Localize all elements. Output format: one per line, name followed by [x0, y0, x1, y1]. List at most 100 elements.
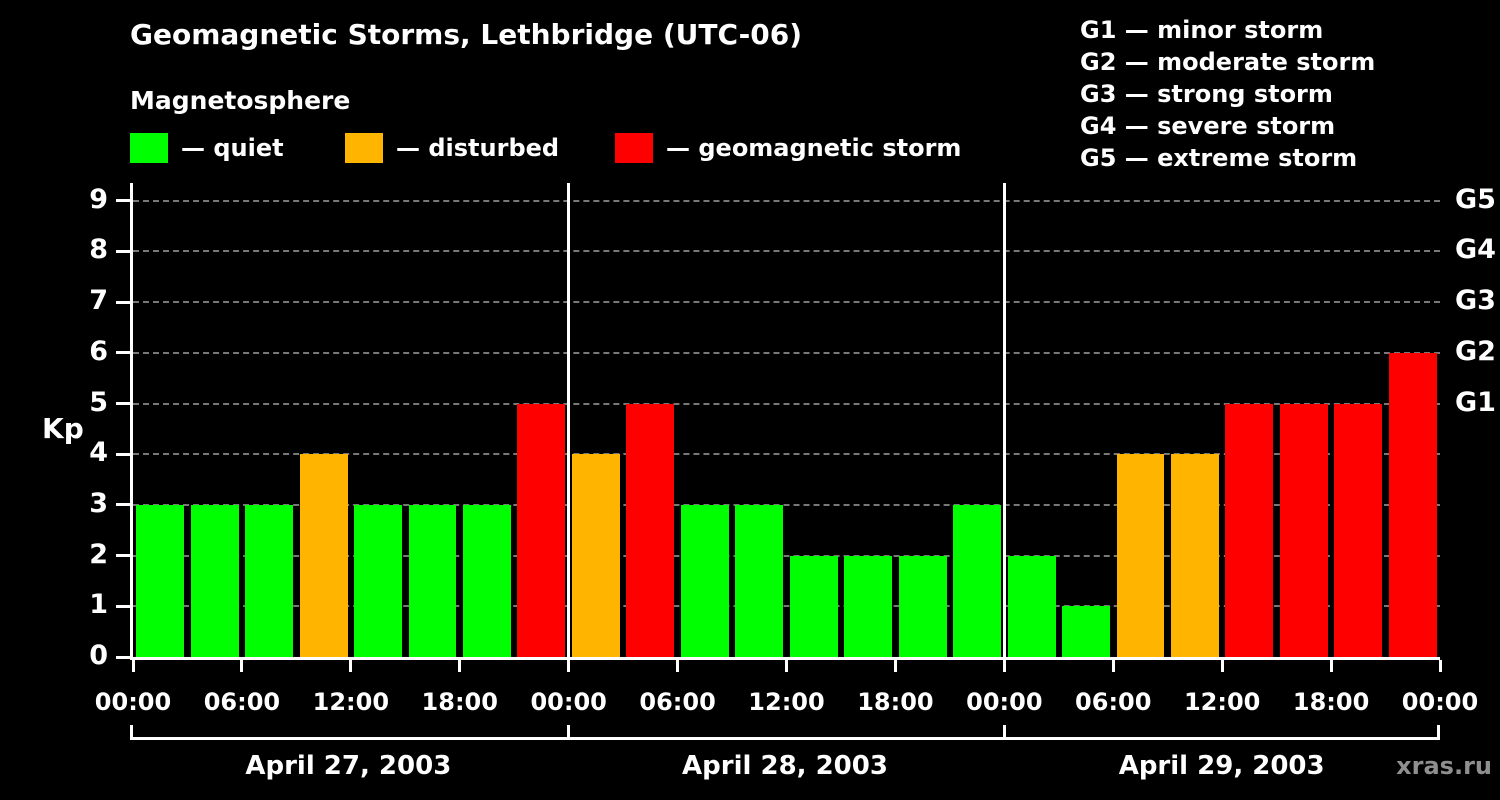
x-axis-tick	[240, 660, 244, 672]
x-axis-tick	[676, 660, 680, 672]
kp-bar	[626, 403, 675, 657]
storm-legend-label: — geomagnetic storm	[666, 134, 962, 162]
y-axis-tick-label: 5	[89, 386, 108, 418]
legend-item-quiet: — quiet	[130, 133, 284, 163]
x-axis-tick	[1002, 660, 1006, 672]
page-title: Geomagnetic Storms, Lethbridge (UTC-06)	[130, 18, 803, 51]
time-tick-label: 18:00	[1292, 688, 1370, 716]
y-axis-tick	[116, 402, 130, 406]
kp-bar	[245, 504, 294, 657]
date-label: April 29, 2003	[1118, 751, 1325, 781]
x-axis-tick	[1438, 660, 1442, 672]
date-label: April 28, 2003	[682, 751, 888, 781]
kp-bar	[354, 504, 403, 657]
time-tick-label: 06:00	[203, 688, 281, 716]
kp-gridline	[133, 503, 1440, 506]
kp-bar	[571, 454, 620, 657]
time-tick-label: 12:00	[748, 688, 825, 716]
kp-bar	[1388, 352, 1437, 657]
date-axis-tick	[1003, 725, 1007, 737]
y-axis-tick	[116, 604, 130, 608]
y-axis-tick	[116, 300, 130, 304]
kp-bar	[517, 403, 566, 657]
x-axis-tick	[1220, 660, 1224, 672]
x-axis-tick	[131, 660, 135, 672]
g-level-label: G5	[1455, 183, 1496, 215]
kp-bar	[1007, 555, 1056, 657]
disturbed-color-swatch	[345, 133, 383, 163]
g-level-label: G4	[1455, 234, 1496, 266]
g-level-label: G1	[1455, 386, 1496, 418]
time-tick-label: 06:00	[1075, 688, 1152, 716]
disturbed-legend-label: — disturbed	[396, 134, 560, 162]
g-level-label: G3	[1455, 285, 1496, 317]
time-tick-label: 12:00	[312, 688, 390, 716]
x-axis-tick	[785, 660, 788, 672]
y-axis-tick-label: 4	[89, 437, 108, 469]
day-separator	[567, 183, 571, 657]
date-label: April 27, 2003	[245, 751, 452, 781]
kp-bar	[1116, 454, 1165, 657]
time-tick-label: 18:00	[421, 688, 498, 716]
kp-bar	[136, 504, 185, 657]
y-axis-tick-label: 3	[89, 487, 108, 519]
kp-bar	[735, 504, 784, 657]
g1-scale-line: G1 — minor storm	[1080, 16, 1324, 44]
storm-color-swatch	[615, 133, 653, 163]
y-axis-tick	[116, 452, 130, 456]
y-axis-tick-label: 8	[89, 234, 108, 266]
date-axis-tick	[566, 725, 570, 737]
kp-gridline	[133, 605, 1440, 608]
kp-gridline	[133, 351, 1440, 354]
time-tick-label: 18:00	[857, 688, 934, 716]
time-tick-label: 12:00	[1183, 688, 1261, 716]
legend-item-disturbed: — disturbed	[345, 133, 559, 163]
kp-bar	[1334, 403, 1383, 657]
y-axis-tick-label: 7	[89, 285, 108, 317]
kp-bar	[190, 504, 239, 657]
y-axis-tick-label: 0	[89, 640, 108, 671]
y-axis-tick	[116, 199, 130, 203]
x-axis-tick	[458, 660, 462, 672]
kp-bar	[1279, 403, 1328, 657]
watermark: xras.ru	[1396, 752, 1492, 780]
g3-scale-line: G3 — strong storm	[1080, 80, 1333, 108]
magnetosphere-label: Magnetosphere	[130, 86, 351, 115]
time-axis: 00:00 06:00 12:00 18:00 00:00 06:00 12:00 18:00…	[95, 688, 1478, 720]
y-axis-tick	[116, 351, 130, 355]
kp-bar	[844, 555, 893, 657]
time-tick-label: 00:00	[94, 688, 172, 716]
y-axis-tick	[116, 249, 130, 253]
g5-scale-line: G5 — extreme storm	[1080, 144, 1358, 172]
date-axis: April 27, 2003 April 28, 2003 April 29, 20…	[130, 725, 1440, 797]
time-tick-label: 00:00	[1401, 688, 1479, 716]
x-axis-tick	[1329, 660, 1333, 672]
kp-bar	[408, 504, 457, 657]
x-axis-tick	[893, 660, 897, 672]
y-axis-tick-label: 1	[89, 589, 108, 621]
kp-bar	[898, 555, 947, 657]
g-level-label: G2	[1455, 335, 1496, 367]
kp-gridline	[133, 250, 1440, 253]
kp-bar	[1062, 606, 1110, 657]
y-axis-tick-label: 9	[89, 183, 108, 215]
x-axis-tick	[567, 660, 571, 672]
quiet-color-swatch	[130, 133, 168, 163]
date-axis-tick	[1437, 725, 1440, 737]
storm-scale-legend: G1 — minor storm G2 — moderate storm G3 …	[1080, 14, 1375, 174]
kp-bar	[953, 504, 1002, 657]
y-axis-tick	[116, 503, 130, 507]
g2-scale-line: G2 — moderate storm	[1080, 48, 1376, 76]
quiet-legend-label: — quiet	[181, 134, 284, 162]
kp-gridline	[133, 199, 1440, 202]
date-axis-tick	[130, 725, 133, 737]
y-axis-tick	[116, 655, 130, 659]
x-axis-tick	[1111, 660, 1115, 672]
kp-bar	[299, 454, 348, 657]
kp-bar	[463, 504, 511, 657]
kp-gridline	[133, 301, 1440, 304]
legend-item-storm: — geomagnetic storm	[615, 133, 961, 163]
kp-gridline	[133, 554, 1440, 557]
time-tick-label: 00:00	[966, 688, 1043, 716]
